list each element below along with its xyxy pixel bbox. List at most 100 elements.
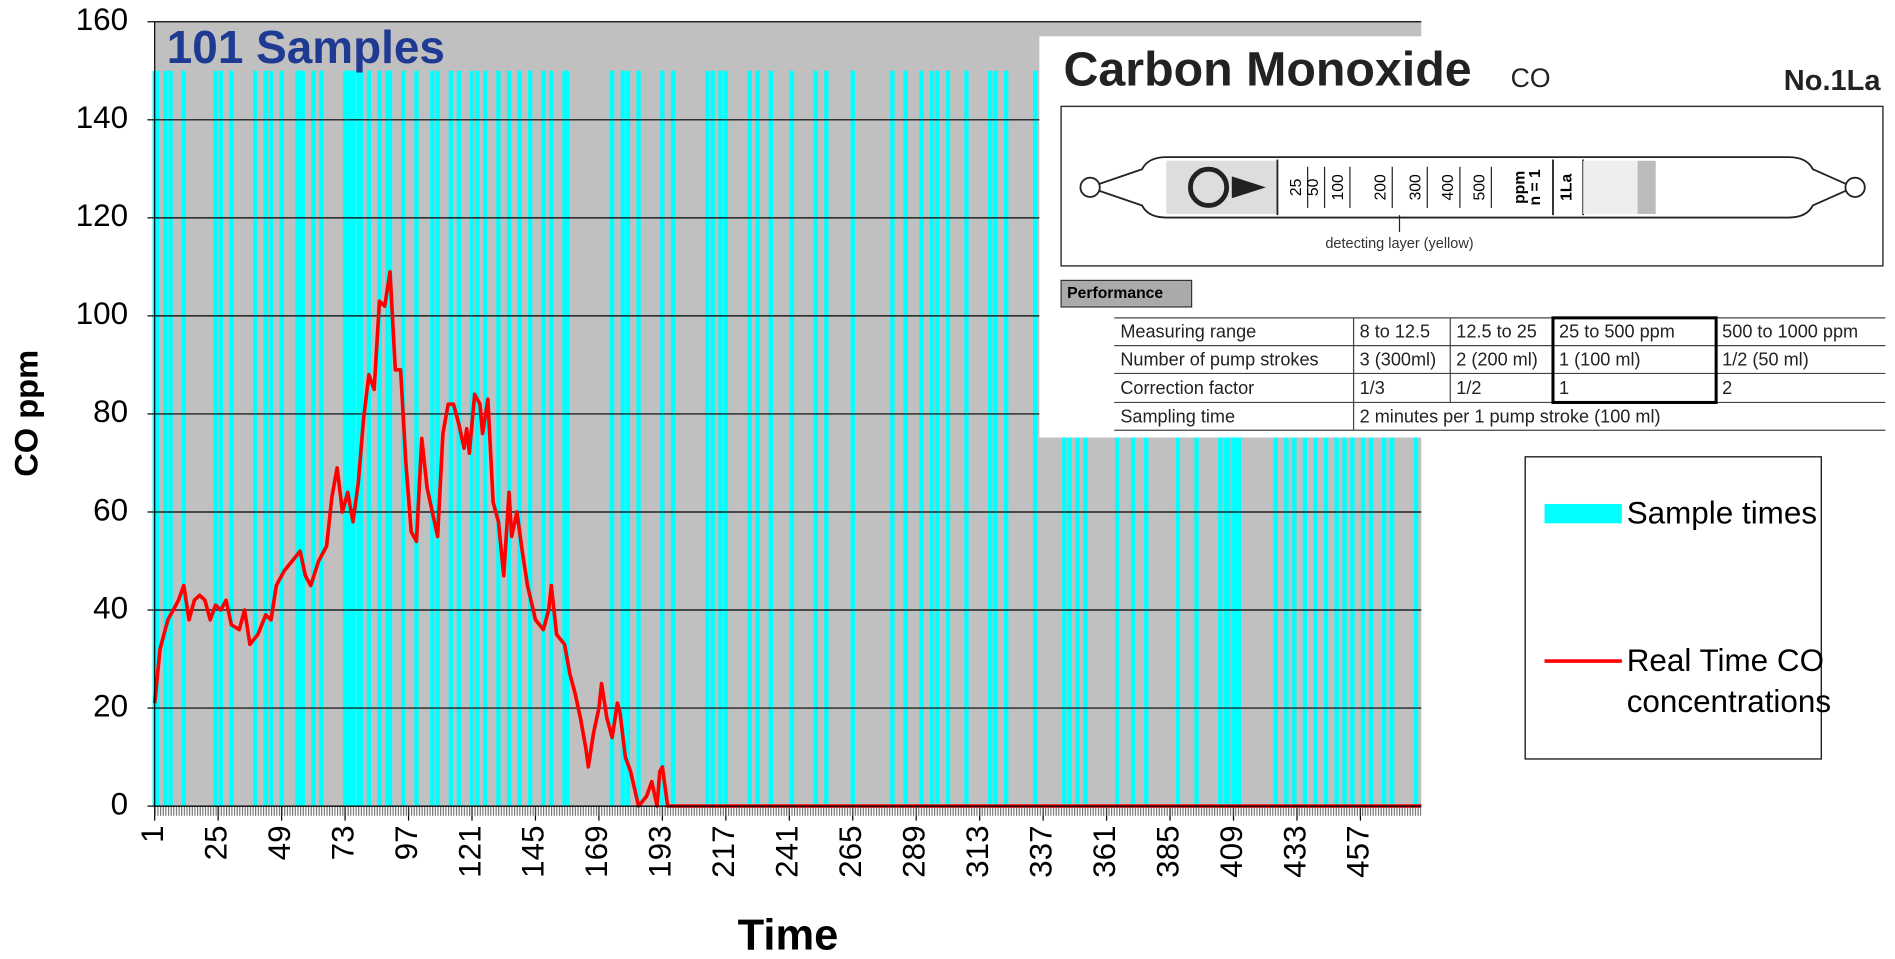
legend-entry: Sample times — [1626, 494, 1818, 531]
table-cell: Sampling time — [1120, 406, 1235, 426]
sample-bar — [163, 70, 168, 807]
sample-bar — [945, 70, 951, 807]
co-line — [152, 269, 1422, 808]
sample-bar — [565, 70, 570, 807]
table-cell: 3 (300ml) — [1360, 350, 1437, 370]
x-tick-label: 313 — [960, 825, 995, 877]
sample-bar — [964, 70, 969, 807]
x-tick-label: 97 — [389, 825, 424, 860]
chart-title: 101 Samples — [167, 21, 445, 73]
sample-bar — [1226, 70, 1231, 807]
x-tick-label: 361 — [1087, 825, 1122, 877]
x-tick-label: 265 — [833, 825, 868, 877]
y-tick-label: 140 — [76, 100, 128, 135]
sample-bar — [430, 70, 435, 807]
sample-bar — [483, 70, 488, 807]
x-tick-label: 433 — [1277, 825, 1312, 877]
tube-scale-label: 400 — [1440, 174, 1457, 200]
sample-bar — [366, 70, 372, 807]
sample-bar — [414, 70, 419, 807]
sample-bar — [1075, 70, 1080, 807]
y-tick-label: 120 — [76, 198, 128, 233]
sample-bar — [1175, 70, 1181, 807]
table-cell: 1 (100 ml) — [1559, 350, 1641, 370]
sample-bar — [1218, 70, 1223, 807]
sample-bar — [1323, 70, 1329, 807]
legend-swatch — [1544, 503, 1622, 524]
sample-bar — [850, 70, 855, 807]
table-cell: 1/3 — [1360, 378, 1385, 398]
table-cell: Measuring range — [1120, 322, 1256, 342]
table-cell: 1/2 — [1456, 378, 1481, 398]
sample-bar — [813, 70, 818, 807]
sample-bar — [155, 70, 160, 807]
y-tick-label: 20 — [93, 688, 128, 723]
table-cell: 2 minutes per 1 pump stroke (100 ml) — [1360, 406, 1661, 426]
sample-bar — [919, 70, 924, 807]
sample-bar — [1389, 70, 1395, 807]
sample-bar — [1413, 70, 1419, 807]
y-tick-label: 40 — [93, 590, 128, 625]
table-cell: Number of pump strokes — [1120, 350, 1318, 370]
sample-bar — [377, 70, 382, 807]
x-axis-label: Time — [738, 911, 839, 959]
sample-bar — [1062, 70, 1067, 807]
legend-label: Sample times — [1626, 494, 1818, 531]
table-cell: Correction factor — [1120, 378, 1254, 398]
sample-bar — [311, 70, 316, 807]
sample-bar — [263, 70, 268, 807]
table-cell: 25 to 500 ppm — [1559, 322, 1675, 342]
sample-bar — [620, 70, 625, 807]
inset-formula: CO — [1511, 63, 1551, 93]
sample-bar — [1083, 70, 1088, 807]
table-cell: 2 — [1722, 378, 1732, 398]
tube-scale-label: 50 — [1305, 178, 1322, 196]
sample-bar — [1313, 70, 1318, 807]
tube-scale-label: n = 1 — [1527, 169, 1544, 205]
sample-bar — [562, 70, 567, 807]
x-tick-label: 169 — [579, 825, 614, 877]
sample-bar — [295, 70, 300, 807]
sample-bar — [747, 70, 752, 807]
sample-bar — [755, 70, 760, 807]
sample-bar — [636, 70, 641, 807]
sample-bar — [356, 70, 361, 807]
sample-bar — [342, 70, 348, 807]
tube-scale-label: 500 — [1472, 174, 1489, 200]
sample-bar — [929, 70, 935, 807]
sample-bar — [1033, 70, 1038, 807]
sample-bar — [1292, 70, 1297, 807]
x-tick-label: 25 — [198, 825, 233, 860]
sample-bar — [218, 70, 223, 807]
sample-bar — [718, 70, 723, 807]
y-tick-label: 60 — [93, 492, 128, 527]
sample-bar — [549, 70, 554, 807]
x-tick-label: 337 — [1023, 825, 1058, 877]
sample-bar — [723, 70, 729, 807]
x-tick-label: 241 — [770, 825, 805, 877]
table-cell: 1/2 (50 ml) — [1722, 350, 1809, 370]
y-tick-label: 100 — [76, 296, 128, 331]
sample-bar — [993, 70, 998, 807]
x-tick-label: 1 — [135, 825, 170, 842]
tube-scale-label: 300 — [1408, 174, 1425, 200]
legend-label: Real Time CO concentrations — [1626, 641, 1832, 720]
table-cell: 12.5 to 25 — [1456, 322, 1537, 342]
sample-bar — [660, 70, 665, 807]
sample-bar — [268, 70, 274, 807]
x-tick-label: 121 — [452, 825, 487, 877]
sample-bar — [168, 70, 173, 807]
sample-bar — [1231, 70, 1236, 807]
inset: Carbon Monoxide CO No.1La 25 50 100 200 300 4… — [1039, 36, 1886, 438]
x-tick-label: 49 — [262, 825, 297, 860]
sample-bar — [1233, 70, 1239, 807]
x-tick-label: 193 — [643, 825, 678, 877]
sample-bar — [1223, 70, 1228, 807]
sample-bar — [1273, 70, 1278, 807]
sample-bar — [1236, 70, 1241, 807]
sample-bar — [297, 70, 303, 807]
sample-bar — [625, 70, 631, 807]
table-cell: 2 (200 ml) — [1456, 350, 1538, 370]
sample-bar — [300, 70, 305, 807]
